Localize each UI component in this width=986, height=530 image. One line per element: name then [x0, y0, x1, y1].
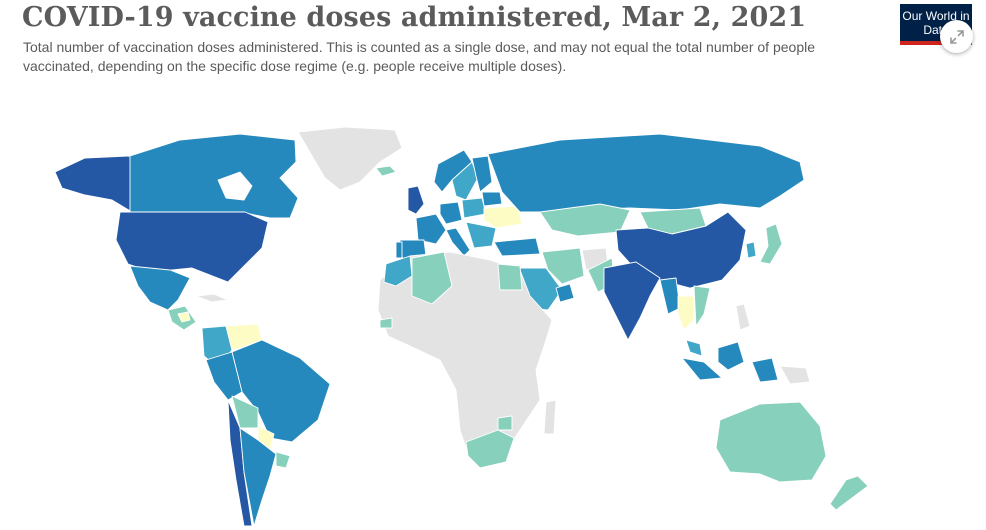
country-iceland[interactable]	[375, 165, 397, 177]
country-uk[interactable]	[407, 185, 425, 215]
country-brazil[interactable]	[231, 339, 331, 443]
country-argentina[interactable]	[239, 427, 277, 527]
country-zimbabwe[interactable]	[497, 415, 513, 431]
country-australia[interactable]	[715, 401, 827, 483]
country-senegal[interactable]	[379, 317, 393, 329]
country-south-africa[interactable]	[465, 429, 515, 469]
country-turkey[interactable]	[493, 237, 541, 257]
expand-button[interactable]	[940, 20, 973, 53]
country-png[interactable]	[779, 365, 811, 385]
country-madagascar[interactable]	[543, 399, 557, 435]
country-myanmar[interactable]	[659, 277, 681, 315]
country-malaysia[interactable]	[685, 339, 703, 357]
country-usa-alaska[interactable]	[54, 155, 133, 213]
country-greenland[interactable]	[297, 126, 403, 191]
country-vietnam[interactable]	[693, 285, 711, 327]
country-south-korea[interactable]	[745, 241, 757, 259]
country-peru[interactable]	[205, 351, 243, 401]
country-russia[interactable]	[487, 133, 805, 213]
country-india[interactable]	[603, 261, 661, 341]
country-indonesia[interactable]	[681, 357, 723, 381]
country-finland[interactable]	[471, 155, 493, 193]
chart-subtitle: Total number of vaccination doses admini…	[23, 39, 815, 74]
country-italy[interactable]	[445, 227, 471, 257]
country-japan[interactable]	[759, 223, 783, 265]
country-portugal[interactable]	[395, 241, 403, 259]
country-iran[interactable]	[541, 247, 585, 285]
country-indonesia-borneo[interactable]	[717, 341, 745, 371]
country-indonesia-east[interactable]	[751, 357, 779, 383]
country-germany[interactable]	[439, 201, 463, 225]
country-algeria[interactable]	[411, 251, 453, 305]
country-poland[interactable]	[461, 197, 487, 219]
country-france[interactable]	[415, 213, 447, 245]
country-uruguay[interactable]	[275, 451, 291, 469]
country-mexico[interactable]	[129, 265, 191, 311]
country-honduras[interactable]	[177, 311, 191, 323]
country-thailand[interactable]	[677, 295, 695, 331]
world-map	[54, 126, 869, 527]
country-usa[interactable]	[115, 211, 269, 283]
country-ukraine[interactable]	[483, 205, 523, 229]
country-new-zealand[interactable]	[829, 475, 869, 511]
hudson-bay	[217, 171, 253, 201]
country-africa-north[interactable]	[377, 251, 553, 461]
expand-arrows-icon	[949, 29, 964, 44]
country-egypt[interactable]	[497, 263, 523, 291]
country-sweden[interactable]	[451, 161, 479, 201]
chart-title: COVID-19 vaccine doses administered, Mar…	[22, 2, 807, 33]
country-balkans[interactable]	[465, 221, 497, 249]
country-canada[interactable]	[129, 133, 299, 219]
country-philippines[interactable]	[735, 303, 751, 331]
country-cuba[interactable]	[195, 293, 229, 303]
country-uae[interactable]	[555, 283, 575, 303]
country-belarus[interactable]	[481, 191, 503, 207]
country-morocco[interactable]	[383, 255, 413, 287]
